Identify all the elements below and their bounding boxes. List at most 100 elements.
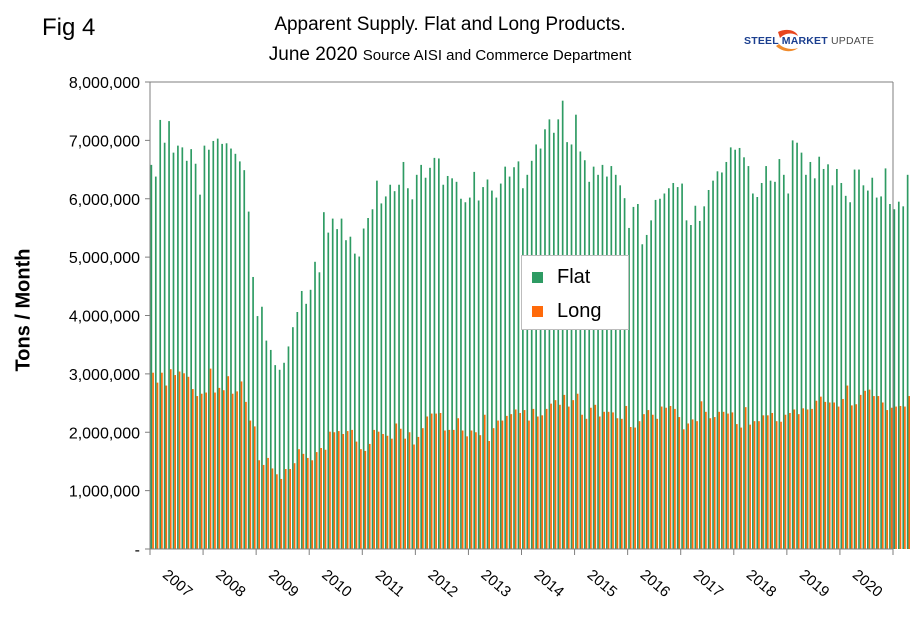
long-bar (519, 412, 521, 549)
flat-bar (721, 172, 723, 550)
flat-bar (566, 142, 568, 549)
long-bar (811, 408, 813, 549)
long-bar (426, 416, 429, 549)
long-bar (722, 411, 725, 549)
long-bar (311, 460, 314, 549)
long-bar (174, 375, 176, 549)
long-bar (651, 414, 654, 549)
long-bar (364, 450, 367, 549)
long-bar (691, 419, 694, 549)
long-bar (258, 460, 261, 549)
flat-bar (641, 244, 644, 549)
long-bar (289, 469, 291, 549)
flat-bar (853, 169, 856, 549)
flat-bar (575, 114, 577, 549)
long-bar (183, 373, 185, 549)
flat-bar (526, 174, 529, 549)
x-tick-label: 2016 (637, 566, 673, 600)
flat-bar (429, 167, 431, 549)
long-bar (678, 417, 681, 549)
long-bar (775, 421, 778, 549)
long-bar (877, 396, 880, 549)
long-bar (320, 448, 322, 549)
flat-bar (402, 161, 405, 549)
flat-bar (194, 163, 197, 550)
long-bar (165, 385, 168, 549)
long-bar (837, 406, 840, 549)
long-bar (501, 420, 504, 549)
y-tick-label: 8,000,000 (69, 75, 140, 92)
long-bar (607, 411, 610, 549)
flat-bar (716, 171, 719, 549)
long-bar (638, 421, 641, 549)
long-bar (399, 428, 402, 549)
flat-bar (504, 166, 507, 549)
long-bar (908, 396, 910, 549)
long-bar (576, 393, 579, 549)
long-bar (797, 414, 800, 549)
flat-bar (331, 218, 334, 549)
long-bar (643, 414, 645, 549)
long-bar (395, 423, 398, 549)
long-bar (267, 457, 269, 549)
long-bar (771, 412, 774, 549)
flat-bar (177, 145, 179, 549)
flat-bar (893, 209, 896, 549)
long-bar (881, 402, 884, 549)
flat-bar (464, 202, 467, 549)
flat-bar (256, 316, 259, 549)
flat-bar (818, 156, 821, 549)
flat-bar (411, 199, 414, 549)
y-tick-labels: - 1,000,000 2,000,000 3,000,000 4,000,000 5,0… (69, 75, 140, 559)
long-bar (506, 415, 508, 549)
long-bar (161, 372, 163, 549)
flat-bar (805, 174, 807, 549)
long-bar (532, 408, 535, 549)
flat-bar (486, 179, 489, 550)
long-bar (859, 394, 862, 549)
long-bar (324, 449, 327, 549)
flat-bar (292, 327, 294, 549)
long-bar (457, 418, 460, 549)
long-bar (377, 431, 380, 549)
flat-bar (698, 220, 701, 549)
long-bar (753, 421, 756, 549)
x-tick-label: 2014 (531, 566, 567, 600)
flat-bar (230, 148, 232, 550)
long-bar (342, 434, 345, 549)
long-bar (439, 412, 442, 549)
subtitle-source: Source AISI and Commerce Department (362, 47, 632, 64)
flat-bar (154, 176, 157, 549)
flat-bar (791, 140, 794, 550)
long-bar (492, 428, 495, 549)
flat-bar (460, 198, 462, 549)
flat-bar (862, 185, 865, 549)
flat-bar (840, 182, 843, 550)
long-bar (656, 418, 659, 549)
x-tick-label: 2019 (796, 566, 832, 600)
flat-bar (274, 365, 277, 549)
flat-bar (243, 170, 246, 549)
long-bar (793, 409, 796, 549)
flat-bar (769, 180, 772, 549)
flat-bar (380, 203, 383, 550)
flat-bar (269, 349, 272, 549)
long-bar (222, 390, 225, 549)
flat-bar (451, 178, 453, 549)
flat-bar (407, 188, 409, 550)
long-bar (333, 432, 336, 549)
long-bar (430, 413, 433, 549)
long-bar (355, 441, 358, 549)
long-bar (209, 368, 212, 549)
figure-label: Fig 4 (42, 14, 96, 41)
flat-bar (345, 240, 347, 549)
flat-bar (663, 193, 666, 549)
flat-bar (738, 147, 741, 549)
long-bar (864, 390, 866, 549)
long-bar (850, 405, 853, 549)
long-bar (603, 411, 605, 549)
flat-bar (800, 152, 803, 549)
flat-bar (517, 161, 520, 549)
flat-bar (535, 144, 537, 549)
long-bar (598, 416, 601, 549)
